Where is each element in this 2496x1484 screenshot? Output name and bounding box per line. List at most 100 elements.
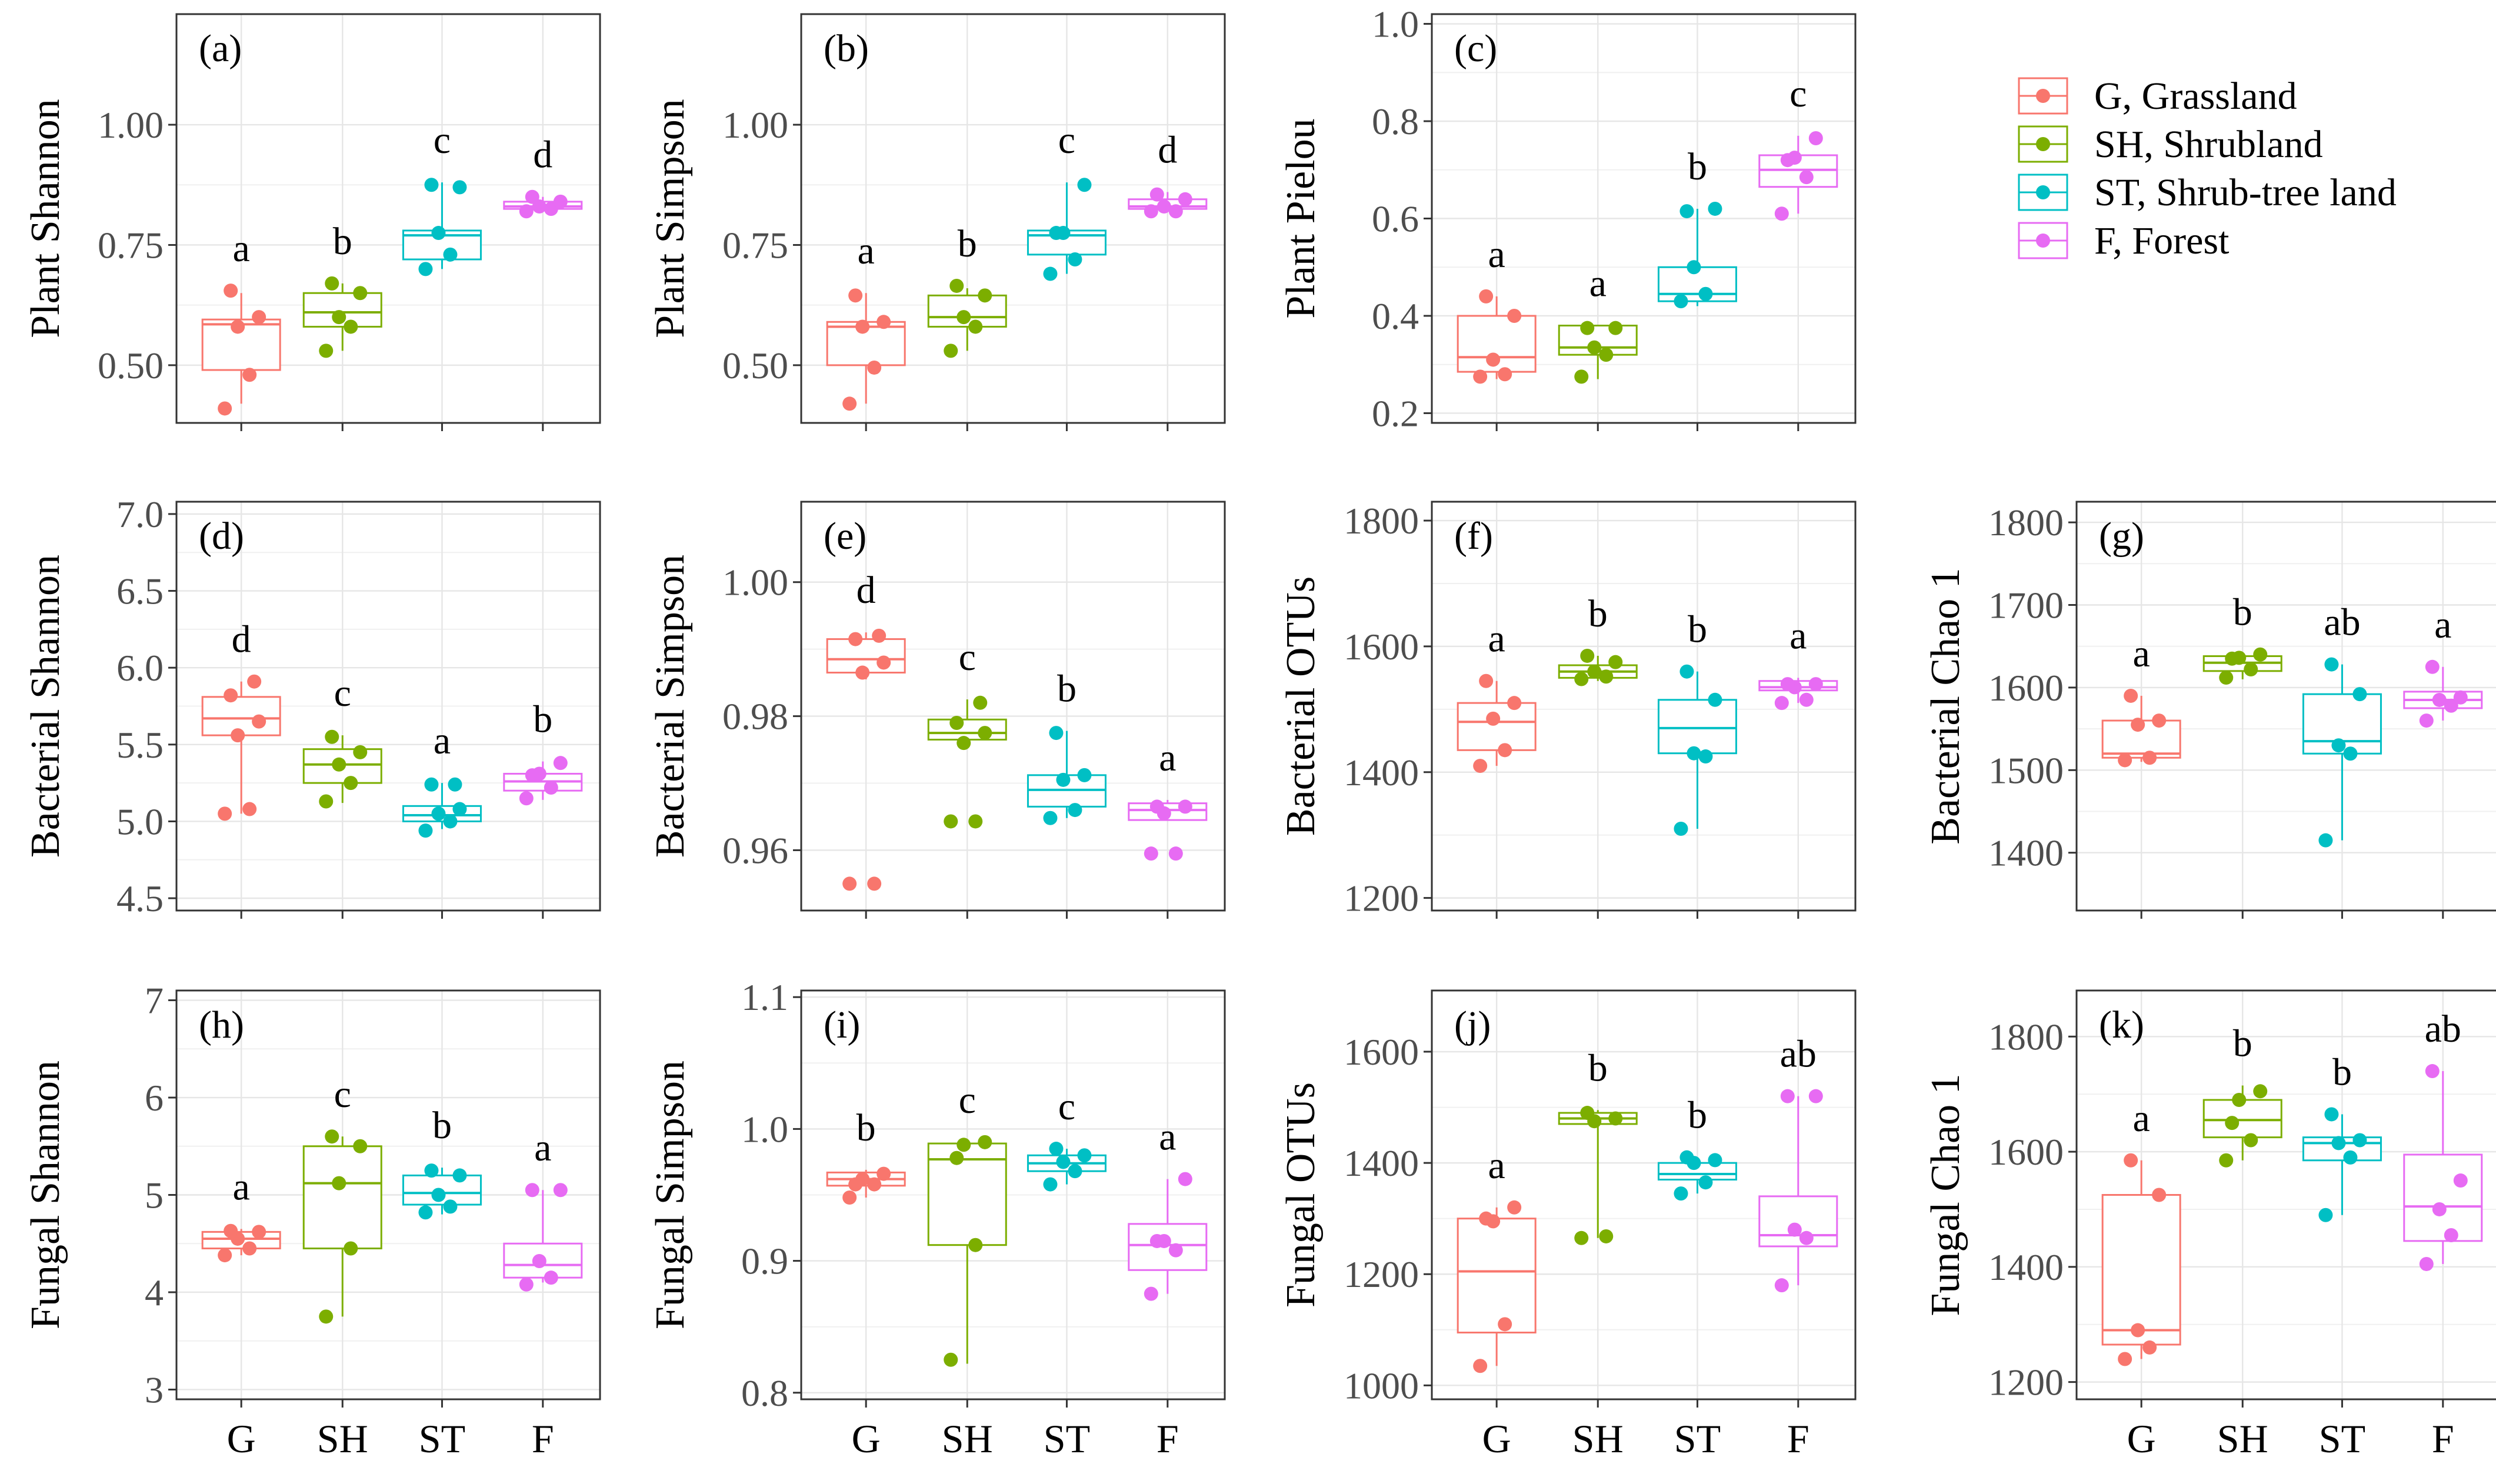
data-point <box>978 288 992 303</box>
legend-item-G: G, Grassland <box>2018 75 2297 118</box>
data-point <box>553 194 568 209</box>
data-point <box>1479 673 1494 688</box>
data-point <box>344 319 358 334</box>
legend-key-point <box>2036 137 2050 151</box>
panel-border <box>1431 501 1857 912</box>
significance-letter: c <box>334 1073 351 1116</box>
box-SH <box>927 695 1007 829</box>
data-point <box>519 791 534 806</box>
box-SH <box>2202 1084 2282 1168</box>
box-G <box>826 628 906 891</box>
data-point <box>949 1150 964 1165</box>
data-point <box>218 1248 232 1263</box>
y-axis-label: Bacterial OTUs <box>1278 576 1324 836</box>
y-tick-label: 1.0 <box>1372 4 1419 45</box>
legend-key-point <box>2036 89 2050 103</box>
y-tick-label: 0.8 <box>1372 101 1419 142</box>
data-point <box>2324 1107 2339 1122</box>
data-point <box>2232 1092 2247 1107</box>
data-point <box>431 806 446 821</box>
data-point <box>1149 1233 1164 1248</box>
significance-letter: b <box>432 1104 452 1147</box>
significance-letter: b <box>1688 1094 1707 1137</box>
panel-border <box>2075 989 2496 1400</box>
y-tick-label: 1200 <box>1344 1253 1419 1295</box>
data-point <box>252 714 266 729</box>
data-point <box>452 802 467 816</box>
panel-i: 0.8 0.9 1.0 1.1 b c c a (i) Fungal Simpson G SH ST F <box>648 976 1226 1461</box>
data-point <box>1698 1175 1713 1190</box>
data-point <box>1479 1211 1494 1226</box>
significance-letter: b <box>1588 1046 1608 1089</box>
data-point <box>325 1129 339 1144</box>
panel-h: 3 4 5 6 7 a c b a (h) Fungal Shannon G SH ST F <box>23 980 601 1461</box>
data-point <box>2124 1153 2138 1168</box>
data-point <box>452 1168 467 1183</box>
significance-letter: c <box>1789 72 1807 115</box>
data-point <box>1473 369 1488 384</box>
y-tick-label: 0.6 <box>1372 198 1419 240</box>
y-tick-label: 6.0 <box>116 647 164 689</box>
box-G <box>826 1166 906 1205</box>
box-ST <box>1657 664 1737 836</box>
y-tick-label: 7 <box>145 980 164 1022</box>
box-SH <box>2202 647 2282 685</box>
panel-tag: (d) <box>199 515 244 558</box>
data-point <box>2324 657 2339 672</box>
y-tick-label: 1600 <box>1988 1131 2064 1173</box>
significance-letter: a <box>2133 1097 2150 1140</box>
data-point <box>1708 1153 1722 1168</box>
panel-tag: (h) <box>199 1003 244 1046</box>
data-point <box>2331 1136 2346 1150</box>
x-tick-label: ST <box>2319 1416 2365 1461</box>
box-iqr <box>2101 1194 2181 1346</box>
box-G <box>201 1223 281 1263</box>
data-point <box>247 674 262 689</box>
y-axis-label: Bacterial Simpson <box>648 555 693 858</box>
box-SH <box>302 1129 382 1324</box>
box-SH <box>1558 321 1638 384</box>
box-ST <box>1027 726 1107 825</box>
data-point <box>1608 1111 1623 1126</box>
box-ST <box>402 178 482 276</box>
data-point <box>2352 1133 2367 1148</box>
x-tick-label: G <box>2127 1416 2156 1461</box>
data-point <box>448 777 462 792</box>
data-point <box>944 344 958 358</box>
y-tick-label: 1400 <box>1988 832 2064 874</box>
data-point <box>1068 1164 1082 1179</box>
y-tick-label: 1600 <box>1344 626 1419 668</box>
data-point <box>544 780 558 795</box>
box-F <box>503 1183 583 1292</box>
significance-letter: d <box>857 569 876 612</box>
data-point <box>1574 1230 1589 1245</box>
data-point <box>1808 131 1823 145</box>
significance-letter: b <box>533 698 552 741</box>
data-point <box>1799 1230 1814 1245</box>
y-tick-label: 0.75 <box>98 224 164 266</box>
significance-letter: b <box>1688 608 1707 651</box>
box-F <box>1128 187 1208 219</box>
panel-border <box>175 13 601 424</box>
box-iqr <box>1657 699 1737 755</box>
box-ST <box>2302 1107 2382 1222</box>
data-point <box>2419 713 2434 728</box>
box-ST <box>1657 1150 1737 1201</box>
significance-letter: d <box>232 618 251 661</box>
data-point <box>1077 1148 1092 1163</box>
y-tick-label: 0.9 <box>741 1240 788 1282</box>
y-tick-label: 6.5 <box>116 571 164 612</box>
box-G <box>1457 289 1537 384</box>
data-point <box>1149 799 1164 814</box>
data-point <box>949 278 964 293</box>
y-tick-label: 0.75 <box>722 224 788 266</box>
data-point <box>344 1241 358 1256</box>
significance-letter: ab <box>1780 1033 1817 1076</box>
data-point <box>1473 1359 1488 1373</box>
box-G <box>826 288 906 411</box>
data-point <box>1698 286 1713 301</box>
data-point <box>242 368 257 382</box>
data-point <box>1144 846 1158 861</box>
data-point <box>525 1183 539 1198</box>
